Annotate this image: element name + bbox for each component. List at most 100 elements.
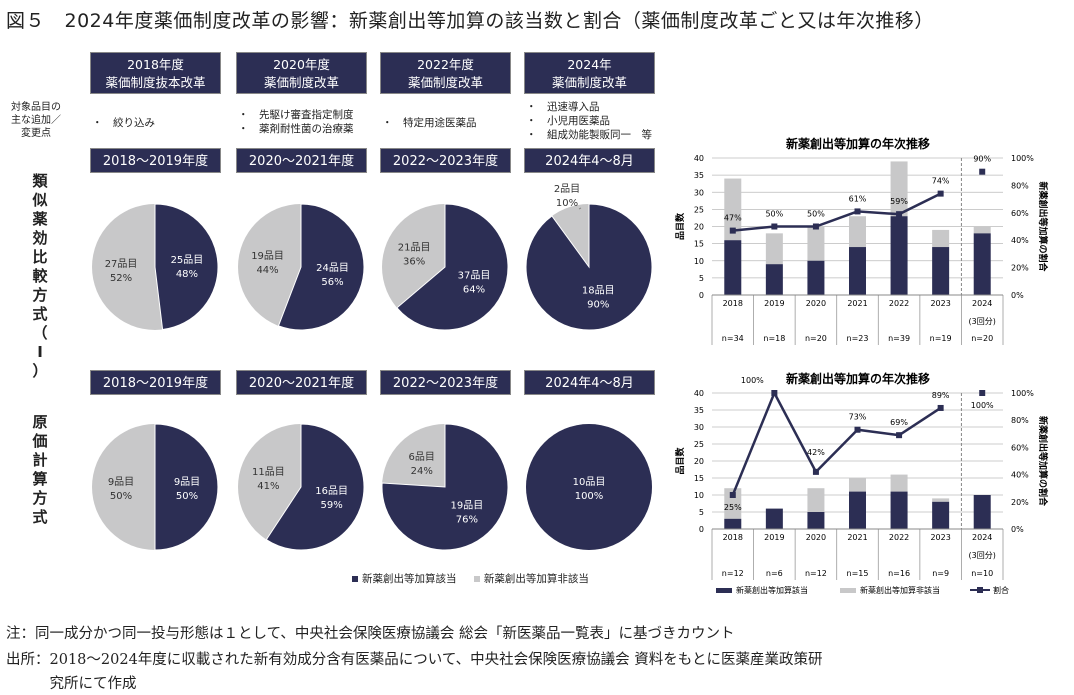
chart-title: 新薬創出等加算の年次推移 [786,371,930,386]
y-tick-label: 10 [694,491,704,500]
ratio-label: 59% [890,197,908,206]
pie-label: 27品目 [105,258,138,270]
n-label: n=12 [805,569,827,578]
reform-header: 2020年度 薬価制度改革 [236,52,367,94]
y-tick-label: 5 [699,508,704,517]
ratio-marker [729,227,736,234]
pie-label: 50% [176,491,198,502]
reform-header: 2024年 薬価制度改革 [524,52,655,94]
bar-applicable [765,508,783,529]
bar-not-applicable [890,161,908,217]
method-char: （ [32,324,48,342]
source-cont: 究所にて作成 [6,676,137,692]
y2-tick-label: 100% [1011,389,1034,398]
y-tick-label: 15 [694,240,704,249]
ratio-label: 69% [890,418,908,427]
bar-not-applicable [724,488,742,519]
ratio-label: 74% [932,177,950,186]
category-label: 2020 [806,299,826,308]
y-tick-label: 5 [699,274,704,283]
reform-name: 薬価制度改革 [407,75,483,90]
ratio-label: 42% [807,448,825,457]
n-label: n=6 [766,569,783,578]
legend-swatch-applicable [716,588,732,593]
category-label: 2019 [764,299,784,308]
reform-point: ・ 小児用医薬品 [526,115,610,127]
n-label: n=23 [847,334,869,343]
reform-points: ・ 特定用途医薬品 [382,116,522,130]
y-tick-label: 40 [694,154,704,163]
category-label: 2023 [930,533,950,542]
ratio-marker [729,492,736,498]
bar-not-applicable [807,226,825,261]
bar-applicable [724,518,742,529]
category-label: 2021 [847,533,867,542]
n-label: n=20 [805,334,827,343]
method-char: 方 [32,286,48,304]
bar-applicable [973,495,991,529]
pie-label: 25品目 [171,254,204,266]
bar-not-applicable [932,229,950,248]
reform-point: ・ 特定用途医薬品 [382,117,477,129]
ratio-label: 50% [807,210,825,219]
method-char: 式 [32,508,48,526]
reform-year: 2018年度 [127,57,184,72]
bar-not-applicable [807,488,825,512]
method-char: 算 [32,470,48,488]
y-tick-label: 10 [694,257,704,266]
ratio-line [731,390,942,496]
pie-label: 16品目 [315,485,348,497]
bar-applicable [932,247,950,295]
pie-label: 10品目 [573,476,606,488]
pie-label: 41% [257,481,279,492]
y-tick-label: 40 [694,389,704,398]
category-label: 2022 [889,533,909,542]
y2-tick-label: 60% [1011,209,1029,218]
pie-label: 50% [110,491,132,502]
y2-tick-label: 80% [1011,181,1029,190]
method-char: Ⅰ [37,343,43,361]
y2-axis-label: 新薬創出等加算の割合 [1037,181,1049,272]
pie-label: 24% [411,466,433,477]
y2-tick-label: 0% [1011,291,1024,300]
pie-label: 64% [463,284,485,295]
y-tick-label: 30 [694,188,704,197]
y2-tick-label: 40% [1011,236,1029,245]
pie-label: 11品目 [252,466,285,478]
method-char: 較 [32,267,48,285]
ratio-marker [979,168,986,175]
bar-applicable [807,512,825,529]
period-header: 2020～2021年度 [236,148,367,173]
ratio-marker [979,390,986,396]
pie-label: 6品目 [409,451,435,463]
ratio-label: 90% [973,155,991,164]
method-char: 似 [32,191,48,209]
ratio-label: 73% [849,413,867,422]
pie-label: 44% [256,265,278,276]
category-label: 2022 [889,299,909,308]
n-label: n=18 [763,334,785,343]
pie-slice-applicable [396,203,509,331]
y2-tick-label: 20% [1011,498,1029,507]
bar-applicable [890,491,908,529]
pie-label: 19品目 [451,499,484,511]
chart-title: 新薬創出等加算の年次推移 [786,136,930,151]
method-char: ） [32,362,48,380]
ratio-label: 50% [765,210,783,219]
side-label: 対象品目の 主な追加／ 変更点 [8,101,64,140]
pie-charts: 25品目 48% 27品目 52% 24品目 56% 19品目 44% 37品目 64% 21品目 3… [92,183,653,551]
method-label-cost: 原価計算方式 [30,413,50,527]
bar-applicable [849,491,866,529]
legend-label: 新薬創出等加算非該当 [483,573,589,585]
pie-slice-applicable [525,203,653,331]
pie-slice-applicable [265,423,365,551]
pie-slice-applicable [154,423,219,551]
pie-slice-applicable [277,203,365,331]
bar-not-applicable [932,498,950,502]
category-label: 2020 [806,533,826,542]
category-label: 2019 [764,533,784,542]
method-char: 価 [32,432,48,450]
y-tick-label: 0 [699,291,704,300]
bar-not-applicable [765,233,783,265]
ratio-label: 61% [849,194,867,203]
